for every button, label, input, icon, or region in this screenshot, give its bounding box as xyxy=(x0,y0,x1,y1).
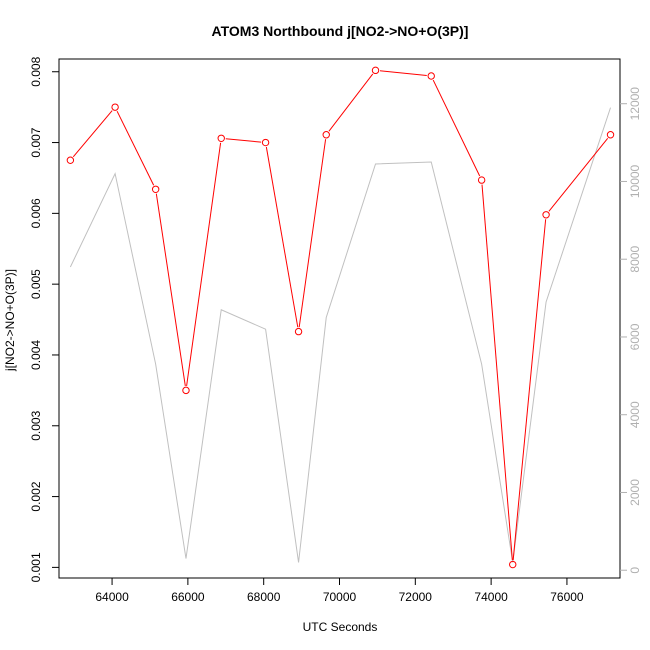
data-point xyxy=(217,134,225,143)
y-axis-left: 0.001 0.002 0.003 0.004 0.005 0.006 0.007 0.008 xyxy=(29,56,59,582)
x-tick-label: 74000 xyxy=(474,590,508,604)
series-segment xyxy=(72,110,113,158)
data-point xyxy=(111,103,119,111)
data-point xyxy=(261,138,270,147)
data-point xyxy=(542,211,550,219)
data-point xyxy=(606,131,615,139)
series-segment xyxy=(298,139,327,328)
series-segment xyxy=(186,142,222,386)
series-segment xyxy=(328,73,374,132)
y-tick-label: 0.003 xyxy=(29,410,43,440)
data-point xyxy=(322,131,330,139)
data-point xyxy=(182,386,190,395)
series-segment xyxy=(116,110,155,186)
y2-tick-label: 10000 xyxy=(628,164,642,198)
secondary-series xyxy=(69,107,611,563)
series-segment xyxy=(548,137,609,212)
data-point xyxy=(477,176,486,184)
data-point xyxy=(294,327,303,336)
y2-tick-label: 0 xyxy=(628,567,642,574)
x-axis: 64000 66000 68000 70000 72000 74000 76000 xyxy=(95,578,584,604)
data-point xyxy=(151,185,160,193)
y2-tick-label: 12000 xyxy=(628,87,642,121)
x-tick-label: 64000 xyxy=(95,590,129,604)
y-axis-right: 0 2000 4000 6000 8000 10000 12000 xyxy=(620,87,642,574)
y-tick-label: 0.005 xyxy=(29,269,43,299)
x-tick-label: 76000 xyxy=(550,590,584,604)
x-tick-label: 68000 xyxy=(247,590,281,604)
y-tick-label: 0.001 xyxy=(29,552,43,582)
y2-tick-label: 8000 xyxy=(628,246,642,273)
data-point xyxy=(427,72,435,80)
data-point xyxy=(509,560,517,569)
y-tick-label: 0.002 xyxy=(29,481,43,511)
y-tick-label: 0.007 xyxy=(29,127,43,157)
x-tick-label: 70000 xyxy=(323,590,357,604)
y2-tick-label: 4000 xyxy=(628,401,642,428)
series-segment xyxy=(265,146,299,328)
data-point xyxy=(66,156,75,164)
series-line xyxy=(69,107,611,563)
y-tick-label: 0.006 xyxy=(29,198,43,228)
series-segment xyxy=(379,70,427,77)
x-tick-label: 66000 xyxy=(171,590,205,604)
chart-title: ATOM3 Northbound j[NO2->NO+O(3P)] xyxy=(212,23,469,39)
y2-tick-label: 6000 xyxy=(628,323,642,350)
series-segment xyxy=(225,138,262,143)
primary-series xyxy=(66,66,615,569)
series-segment xyxy=(512,219,547,561)
y-axis-label: j[NO2->NO+O(3P)] xyxy=(3,269,17,372)
series-layer xyxy=(66,66,615,569)
x-tick-label: 72000 xyxy=(399,590,433,604)
series-segment xyxy=(481,184,513,561)
series-segment xyxy=(432,79,481,177)
data-point xyxy=(371,66,380,75)
x-axis-label: UTC Seconds xyxy=(303,620,378,634)
series-segment xyxy=(155,193,186,386)
y-tick-label: 0.004 xyxy=(29,340,43,370)
y-tick-label: 0.008 xyxy=(29,56,43,86)
y2-tick-label: 2000 xyxy=(628,479,642,506)
